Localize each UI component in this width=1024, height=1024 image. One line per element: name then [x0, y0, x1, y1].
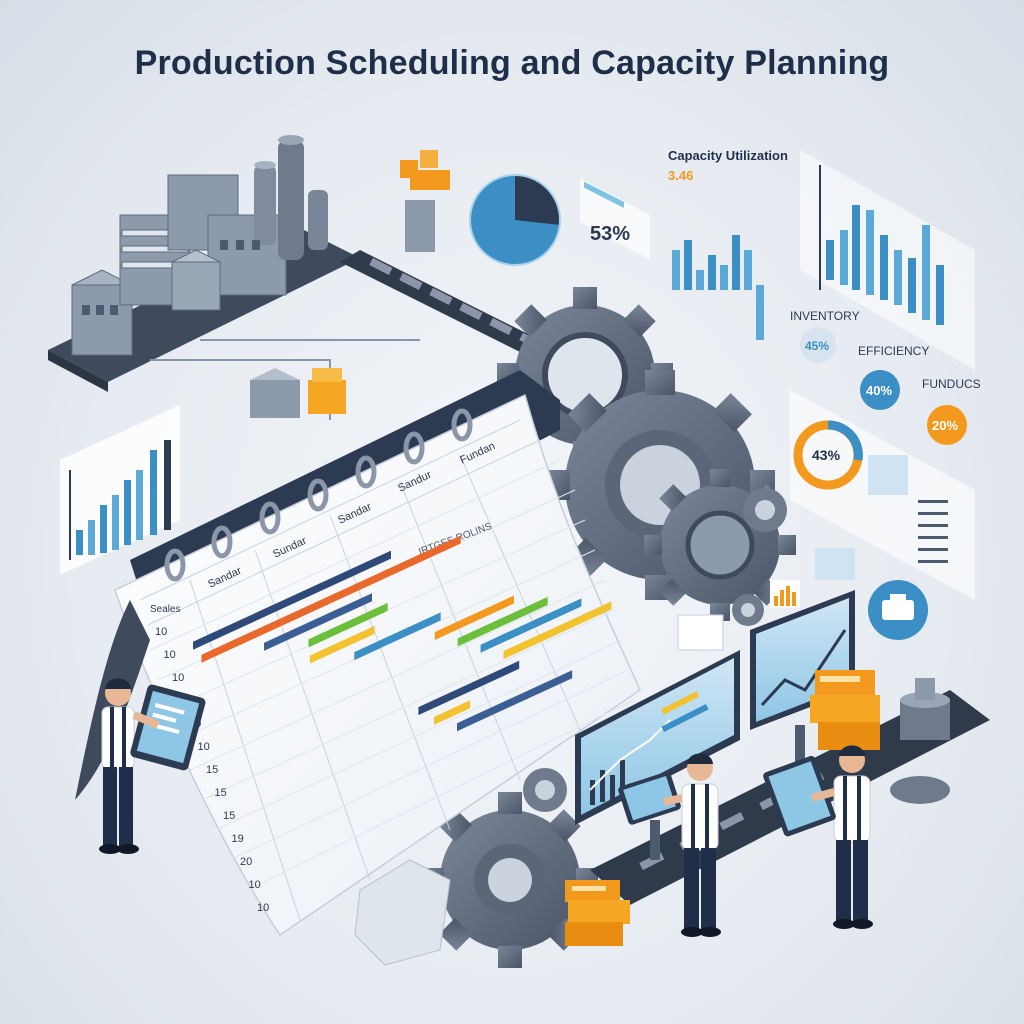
box-stack-bottom [565, 880, 630, 946]
calendar-row-label: 10 [249, 879, 261, 891]
gantt-bars [193, 535, 612, 732]
left-bar-chart [60, 405, 180, 575]
gear-icon [422, 287, 796, 968]
kpi-value-inventory: 45% [805, 339, 829, 353]
gantt-bar [434, 595, 514, 640]
capacity-pie-value: 53% [590, 223, 630, 245]
page-title: Production Scheduling and Capacity Plann… [134, 44, 890, 82]
calendar-row-label: 20 [240, 856, 252, 868]
kpi-value-efficiency: 40% [866, 383, 892, 398]
crystal-shape [354, 859, 451, 966]
calendar-row-label: 10 [257, 902, 269, 914]
kpi-label-inventory: INVENTORY [790, 309, 860, 323]
capacity-heading: Capacity Utilization [668, 148, 788, 163]
donut-value: 43% [812, 447, 841, 463]
capacity-panel: 53% [580, 178, 650, 260]
kpi-label-efficiency: EFFICIENCY [858, 344, 929, 358]
capacity-bar-chart: Capacity Utilization 3.46 [668, 148, 788, 340]
gantt-bar [503, 601, 612, 660]
calendar-row-label: 10 [164, 649, 176, 661]
gantt-bar [354, 612, 441, 661]
calendar-row-label: 10 [155, 626, 167, 638]
worker-icon [99, 678, 873, 937]
calendar-row-label: 19 [232, 833, 244, 845]
gantt-bar [264, 593, 372, 651]
gantt-bar [457, 596, 548, 647]
calendar-row-label: 10 [198, 741, 210, 753]
gantt-bar [434, 700, 471, 725]
kpi-label-funducs: FUNDUCS [922, 377, 981, 391]
calendar-row-label: 10 [172, 672, 184, 684]
box-stack-right [810, 670, 950, 804]
gantt-bar [457, 670, 573, 732]
calendar-row-label: 15 [206, 764, 218, 776]
gantt-bar [418, 660, 520, 716]
factory-icon [48, 135, 360, 392]
calendar-row-label: 15 [223, 810, 235, 822]
box-icon [250, 150, 450, 418]
gantt-bar [480, 598, 582, 653]
pie-chart-icon [469, 174, 561, 266]
kpi-value-funducs: 20% [932, 418, 958, 433]
kpi-row: INVENTORY 45% EFFICIENCY 40% FUNDUCS 20% [790, 309, 981, 445]
calendar-row-label: 15 [215, 787, 227, 799]
calendar-icon: Sandar Sundar Sandar Sandur Fundan Seale… [75, 370, 641, 937]
gantt-bar [308, 602, 388, 648]
capacity-sub-value: 3.46 [668, 168, 693, 183]
gantt-bar [193, 550, 391, 650]
donut-chart-icon: 43% [790, 390, 975, 600]
gantt-bar [201, 535, 461, 663]
gantt-bar [309, 625, 375, 664]
bar-chart-icon [800, 150, 975, 370]
toolbox-icon [868, 580, 928, 640]
calendar-top-label: Seales [150, 604, 181, 615]
